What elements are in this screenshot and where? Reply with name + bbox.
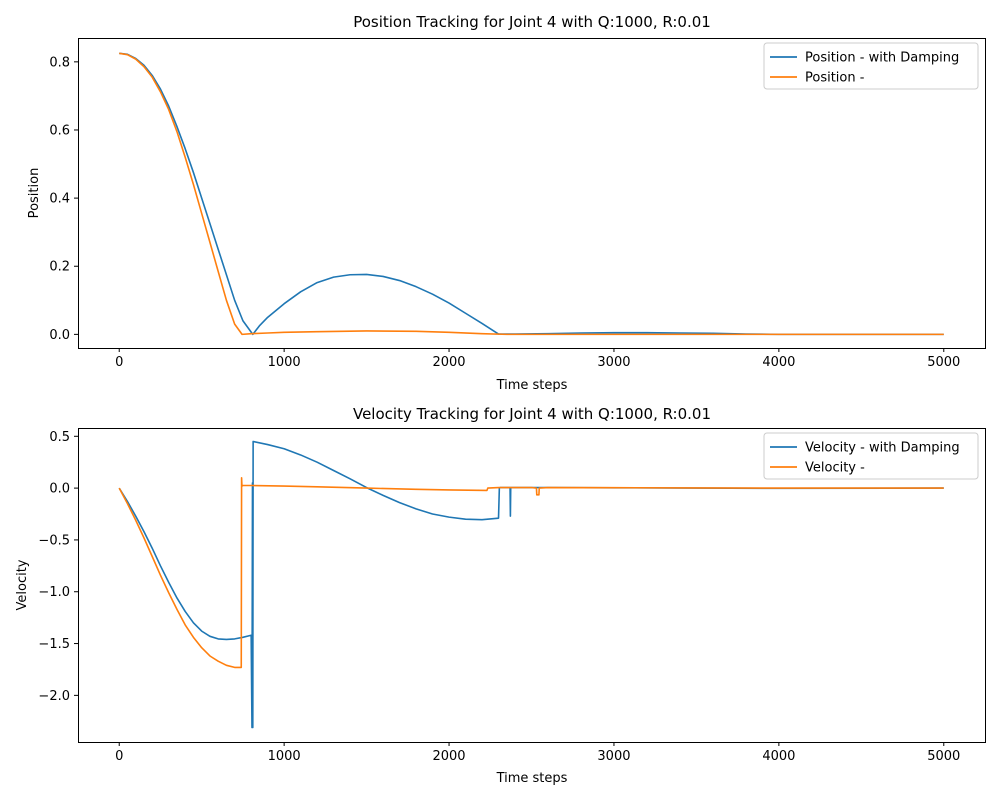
y-axis-label: Position — [27, 168, 42, 219]
x-tick-label: 0 — [115, 355, 123, 370]
legend-label: Position - — [805, 71, 865, 86]
velocity-chart: Velocity Tracking for Joint 4 with Q:100… — [15, 405, 986, 786]
y-axis-label: Velocity — [15, 559, 30, 610]
plot-frame — [78, 38, 986, 349]
x-tick-label: 1000 — [268, 749, 301, 764]
legend: Position - with Damping Position - — [763, 42, 979, 90]
legend-box — [763, 432, 979, 480]
axis-ticks: 0 1000 2000 3000 4000 5000 0.0 0.2 0.4 0.6 0.8 — [49, 55, 960, 370]
y-tick-label: −0.5 — [38, 533, 70, 548]
y-tick-label: 0.4 — [49, 192, 70, 207]
chart-title: Position Tracking for Joint 4 with Q:100… — [353, 13, 711, 31]
position-chart: Position Tracking for Joint 4 with Q:100… — [27, 13, 986, 393]
x-tick-label: 1000 — [268, 355, 301, 370]
y-tick-label: −1.5 — [38, 637, 70, 652]
x-tick-label: 4000 — [762, 355, 795, 370]
series-line-0 — [118, 440, 944, 729]
x-tick-label: 2000 — [432, 355, 465, 370]
legend-label: Velocity - — [805, 461, 865, 476]
series-lines — [118, 440, 944, 729]
y-tick-label: 0.2 — [49, 260, 70, 275]
series-line-1 — [118, 476, 944, 669]
y-tick-label: 0.0 — [49, 328, 70, 343]
series-lines — [119, 52, 944, 336]
series-line-0 — [119, 52, 944, 336]
x-tick-label: 5000 — [927, 355, 960, 370]
y-tick-label: 0.6 — [49, 123, 70, 138]
legend: Velocity - with Damping Velocity - — [763, 432, 979, 480]
x-tick-label: 3000 — [597, 355, 630, 370]
axis-ticks: 0 1000 2000 3000 4000 5000 −2.0 −1.5 −1.0 −0.5 0.0… — [38, 430, 960, 764]
y-tick-label: 0.0 — [49, 482, 70, 497]
legend-box — [763, 42, 979, 90]
x-tick-label: 2000 — [432, 749, 465, 764]
y-tick-label: −1.0 — [38, 585, 70, 600]
legend-label: Velocity - with Damping — [805, 441, 960, 456]
series-line-1 — [119, 52, 944, 336]
chart-title: Velocity Tracking for Joint 4 with Q:100… — [353, 405, 711, 423]
x-axis-label: Time steps — [496, 771, 568, 786]
y-tick-label: 0.5 — [49, 430, 70, 445]
x-tick-label: 4000 — [762, 749, 795, 764]
x-tick-label: 3000 — [597, 749, 630, 764]
x-tick-label: 0 — [115, 749, 123, 764]
legend-label: Position - with Damping — [805, 51, 959, 66]
x-tick-label: 5000 — [927, 749, 960, 764]
x-axis-label: Time steps — [496, 378, 568, 393]
y-tick-label: −2.0 — [38, 689, 70, 704]
plot-frame — [78, 428, 986, 743]
y-tick-label: 0.8 — [49, 55, 70, 70]
